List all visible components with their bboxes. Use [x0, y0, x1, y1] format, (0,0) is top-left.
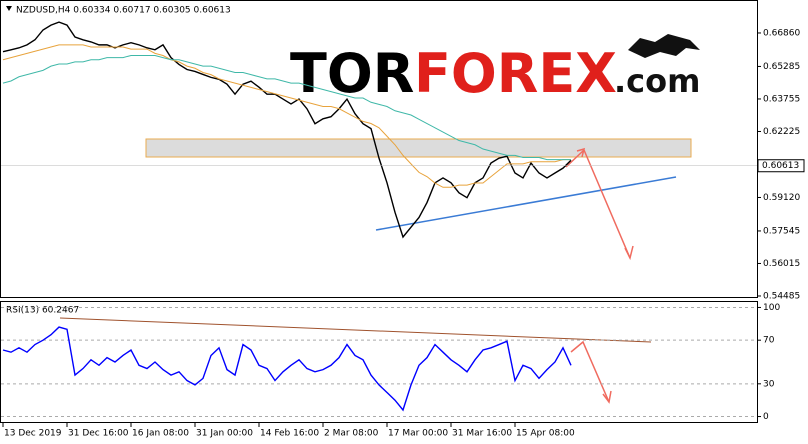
- y-tick-label: 30: [763, 379, 775, 389]
- y-tick-label: 100: [763, 303, 780, 313]
- price-panel: [0, 0, 758, 298]
- x-tick-label: 31 Dec 16:00: [68, 429, 129, 439]
- watermark-tor: TOR: [290, 42, 414, 105]
- series-line: [2, 326, 572, 412]
- x-tick-label: 31 Mar 16:00: [452, 429, 512, 439]
- x-tick-label: 14 Feb 16:00: [260, 429, 319, 439]
- y-tick-label: 0.63755: [763, 94, 800, 104]
- x-tick-label: 13 Dec 2019: [4, 429, 62, 439]
- y-tick-label: 0.54485: [763, 291, 800, 301]
- y-tick-label: 0.56015: [763, 259, 800, 269]
- last-price-label: 0.60613: [762, 161, 799, 171]
- y-tick-label: 0.57545: [763, 226, 800, 236]
- last-price-box: [757, 159, 805, 173]
- series-line: [2, 21, 572, 239]
- watermark-bull: [628, 34, 700, 58]
- series-line: [2, 54, 571, 161]
- x-tick-label: 17 Mar 00:00: [388, 429, 448, 439]
- support-trendline: [375, 176, 677, 231]
- watermark: TOR FOREX .com: [290, 34, 700, 105]
- x-tick-label: 31 Jan 00:00: [196, 429, 253, 439]
- title-marker: [6, 6, 12, 11]
- y-tick-label: 70: [763, 336, 775, 346]
- x-tick-label: 16 Jan 08:00: [132, 429, 189, 439]
- y-tick-label: 0.65285: [763, 62, 800, 72]
- rsi-arrowhead: [602, 390, 612, 404]
- y-tick-label: 0.59120: [763, 193, 800, 203]
- series-line: [2, 44, 571, 188]
- price-title: NZDUSD,H4 0.60334 0.60717 0.60305 0.6061…: [16, 6, 231, 16]
- rsi-arrow: [570, 340, 610, 403]
- y-tick-label: 0: [763, 412, 769, 422]
- forecast-arrows: [565, 147, 634, 404]
- y-tick-label: 0.66860: [763, 28, 800, 38]
- resistance-zone: [145, 138, 692, 158]
- price-arrowhead-top: [576, 147, 586, 158]
- rsi-title: RSI(13) 60.2467: [6, 306, 79, 316]
- watermark-forex: FOREX: [414, 42, 617, 105]
- y-tick-label: 0.62225: [763, 127, 800, 137]
- price-arrowhead: [624, 245, 634, 261]
- x-tick-label: 15 Apr 08:00: [516, 429, 575, 439]
- rsi-trendline: [59, 317, 652, 343]
- watermark-com: .com: [614, 62, 700, 100]
- rsi-panel: [0, 301, 758, 423]
- x-tick-label: 2 Mar 08:00: [324, 429, 379, 439]
